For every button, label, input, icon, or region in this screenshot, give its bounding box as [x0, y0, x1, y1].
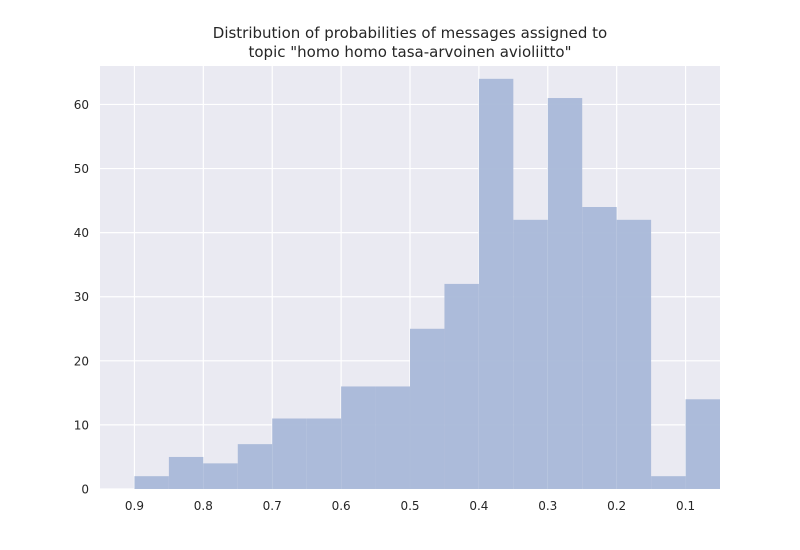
histogram-bar	[513, 219, 548, 489]
x-tick-label: 0.2	[607, 499, 626, 513]
y-axis-ticks: 0 10 20 30 40 50 60	[74, 98, 89, 497]
histogram-bar	[272, 418, 307, 489]
histogram-bar	[341, 386, 376, 489]
y-tick-label: 30	[74, 290, 89, 304]
x-tick-label: 0.4	[469, 499, 488, 513]
histogram-bar	[306, 418, 342, 489]
histogram-bar	[547, 98, 583, 489]
y-tick-label: 50	[74, 162, 89, 176]
histogram-bar	[685, 399, 720, 489]
histogram-bar	[444, 283, 479, 489]
x-tick-label: 0.8	[194, 499, 213, 513]
histogram-bar	[478, 78, 514, 490]
x-tick-label: 0.3	[538, 499, 557, 513]
x-tick-label: 0.5	[400, 499, 419, 513]
y-tick-label: 10	[74, 418, 89, 432]
chart-title: Distribution of probabilities of message…	[0, 24, 800, 62]
histogram-bars	[134, 78, 720, 490]
histogram-bar	[616, 219, 652, 489]
x-tick-label: 0.7	[263, 499, 282, 513]
chart-title-line-2: topic "homo homo tasa-arvoinen avioliitt…	[248, 43, 572, 61]
histogram-bar	[134, 476, 169, 489]
histogram-bar	[410, 328, 445, 489]
y-tick-label: 0	[81, 483, 89, 497]
y-tick-label: 20	[74, 354, 89, 368]
y-tick-label: 40	[74, 226, 89, 240]
chart-title-line-1: Distribution of probabilities of message…	[212, 24, 608, 42]
x-tick-label: 0.6	[332, 499, 351, 513]
histogram-bar	[651, 476, 686, 489]
histogram-bar	[168, 456, 204, 489]
y-tick-label: 60	[74, 98, 89, 112]
histogram-bar	[203, 463, 238, 489]
x-axis-ticks: 0.9 0.8 0.7 0.6 0.5 0.4 0.3 0.2 0.1	[125, 499, 695, 513]
x-tick-label: 0.1	[676, 499, 695, 513]
x-tick-label: 0.9	[125, 499, 144, 513]
histogram-bar	[582, 207, 617, 489]
histogram-bar	[237, 444, 273, 489]
histogram-bar	[375, 386, 410, 489]
